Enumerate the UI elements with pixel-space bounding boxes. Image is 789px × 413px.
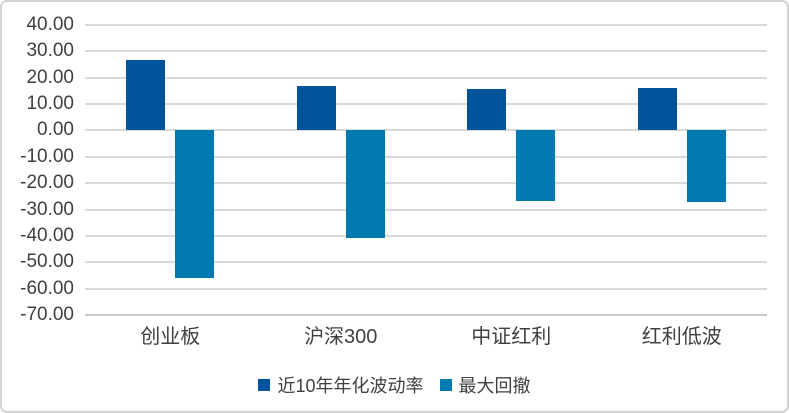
bar-annualized-volatility-10y-chuangyeban xyxy=(126,59,166,131)
bar-max-drawdown-hushen300 xyxy=(345,130,385,239)
gridline xyxy=(85,208,767,211)
x-axis-category-label-hushen300: 沪深300 xyxy=(304,326,378,348)
y-axis-tick-label: -30.00 xyxy=(20,198,74,220)
legend: 近10年年化波动率 最大回撤 xyxy=(2,372,787,398)
bar-max-drawdown-zhongzheng-hongli xyxy=(516,130,556,202)
y-axis-tick-label: -70.00 xyxy=(20,304,74,325)
bar-annualized-volatility-10y-hushen300 xyxy=(296,85,336,131)
plot-area: 40.00 30.00 20.00 10.00 0.00 -10.00 -20.00 -30.… xyxy=(20,15,767,348)
x-axis-category-label-hongli-dibo: 红利低波 xyxy=(641,326,722,348)
gridline xyxy=(85,24,767,26)
legend-item-max-drawdown: 最大回撤 xyxy=(439,372,531,398)
legend-label-max-drawdown: 最大回撤 xyxy=(458,376,531,396)
gridline xyxy=(85,234,767,237)
bar-max-drawdown-hongli-dibo xyxy=(686,130,726,203)
x-axis-category-label-zhongzheng-hongli: 中证红利 xyxy=(471,326,552,348)
gridline xyxy=(85,182,767,185)
gridline xyxy=(85,103,767,106)
gridline xyxy=(85,287,767,290)
y-axis-tick-label: 10.00 xyxy=(26,93,74,115)
y-axis-tick-label: 30.00 xyxy=(26,40,74,62)
legend-swatch-annualized-volatility-10y xyxy=(258,379,271,391)
bar-annualized-volatility-10y-hongli-dibo xyxy=(637,88,677,131)
y-axis-tick-label: -20.00 xyxy=(20,172,74,194)
y-axis-tick-label: 40.00 xyxy=(26,14,74,35)
y-axis-tick-label: 20.00 xyxy=(26,66,74,88)
x-axis-category-label-chuangyeban: 创业板 xyxy=(140,326,201,348)
gridline xyxy=(85,76,767,79)
legend-swatch-max-drawdown xyxy=(439,379,452,391)
gridline xyxy=(85,261,767,264)
y-axis-tick-label: -40.00 xyxy=(20,224,74,246)
y-axis-tick-label: -60.00 xyxy=(20,277,74,299)
y-axis-tick-label: -10.00 xyxy=(20,145,74,167)
bar-max-drawdown-chuangyeban xyxy=(175,130,215,279)
y-axis-tick-label: 0.00 xyxy=(37,119,74,141)
gridline-zero xyxy=(85,129,767,132)
gridline xyxy=(85,50,767,53)
legend-item-annualized-volatility-10y: 近10年年化波动率 xyxy=(258,372,424,398)
gridline xyxy=(85,155,767,158)
legend-label-annualized-volatility-10y: 近10年年化波动率 xyxy=(277,376,424,396)
bar-annualized-volatility-10y-zhongzheng-hongli xyxy=(467,88,507,131)
y-axis-tick-label: -50.00 xyxy=(20,251,74,273)
gridline xyxy=(85,314,767,316)
